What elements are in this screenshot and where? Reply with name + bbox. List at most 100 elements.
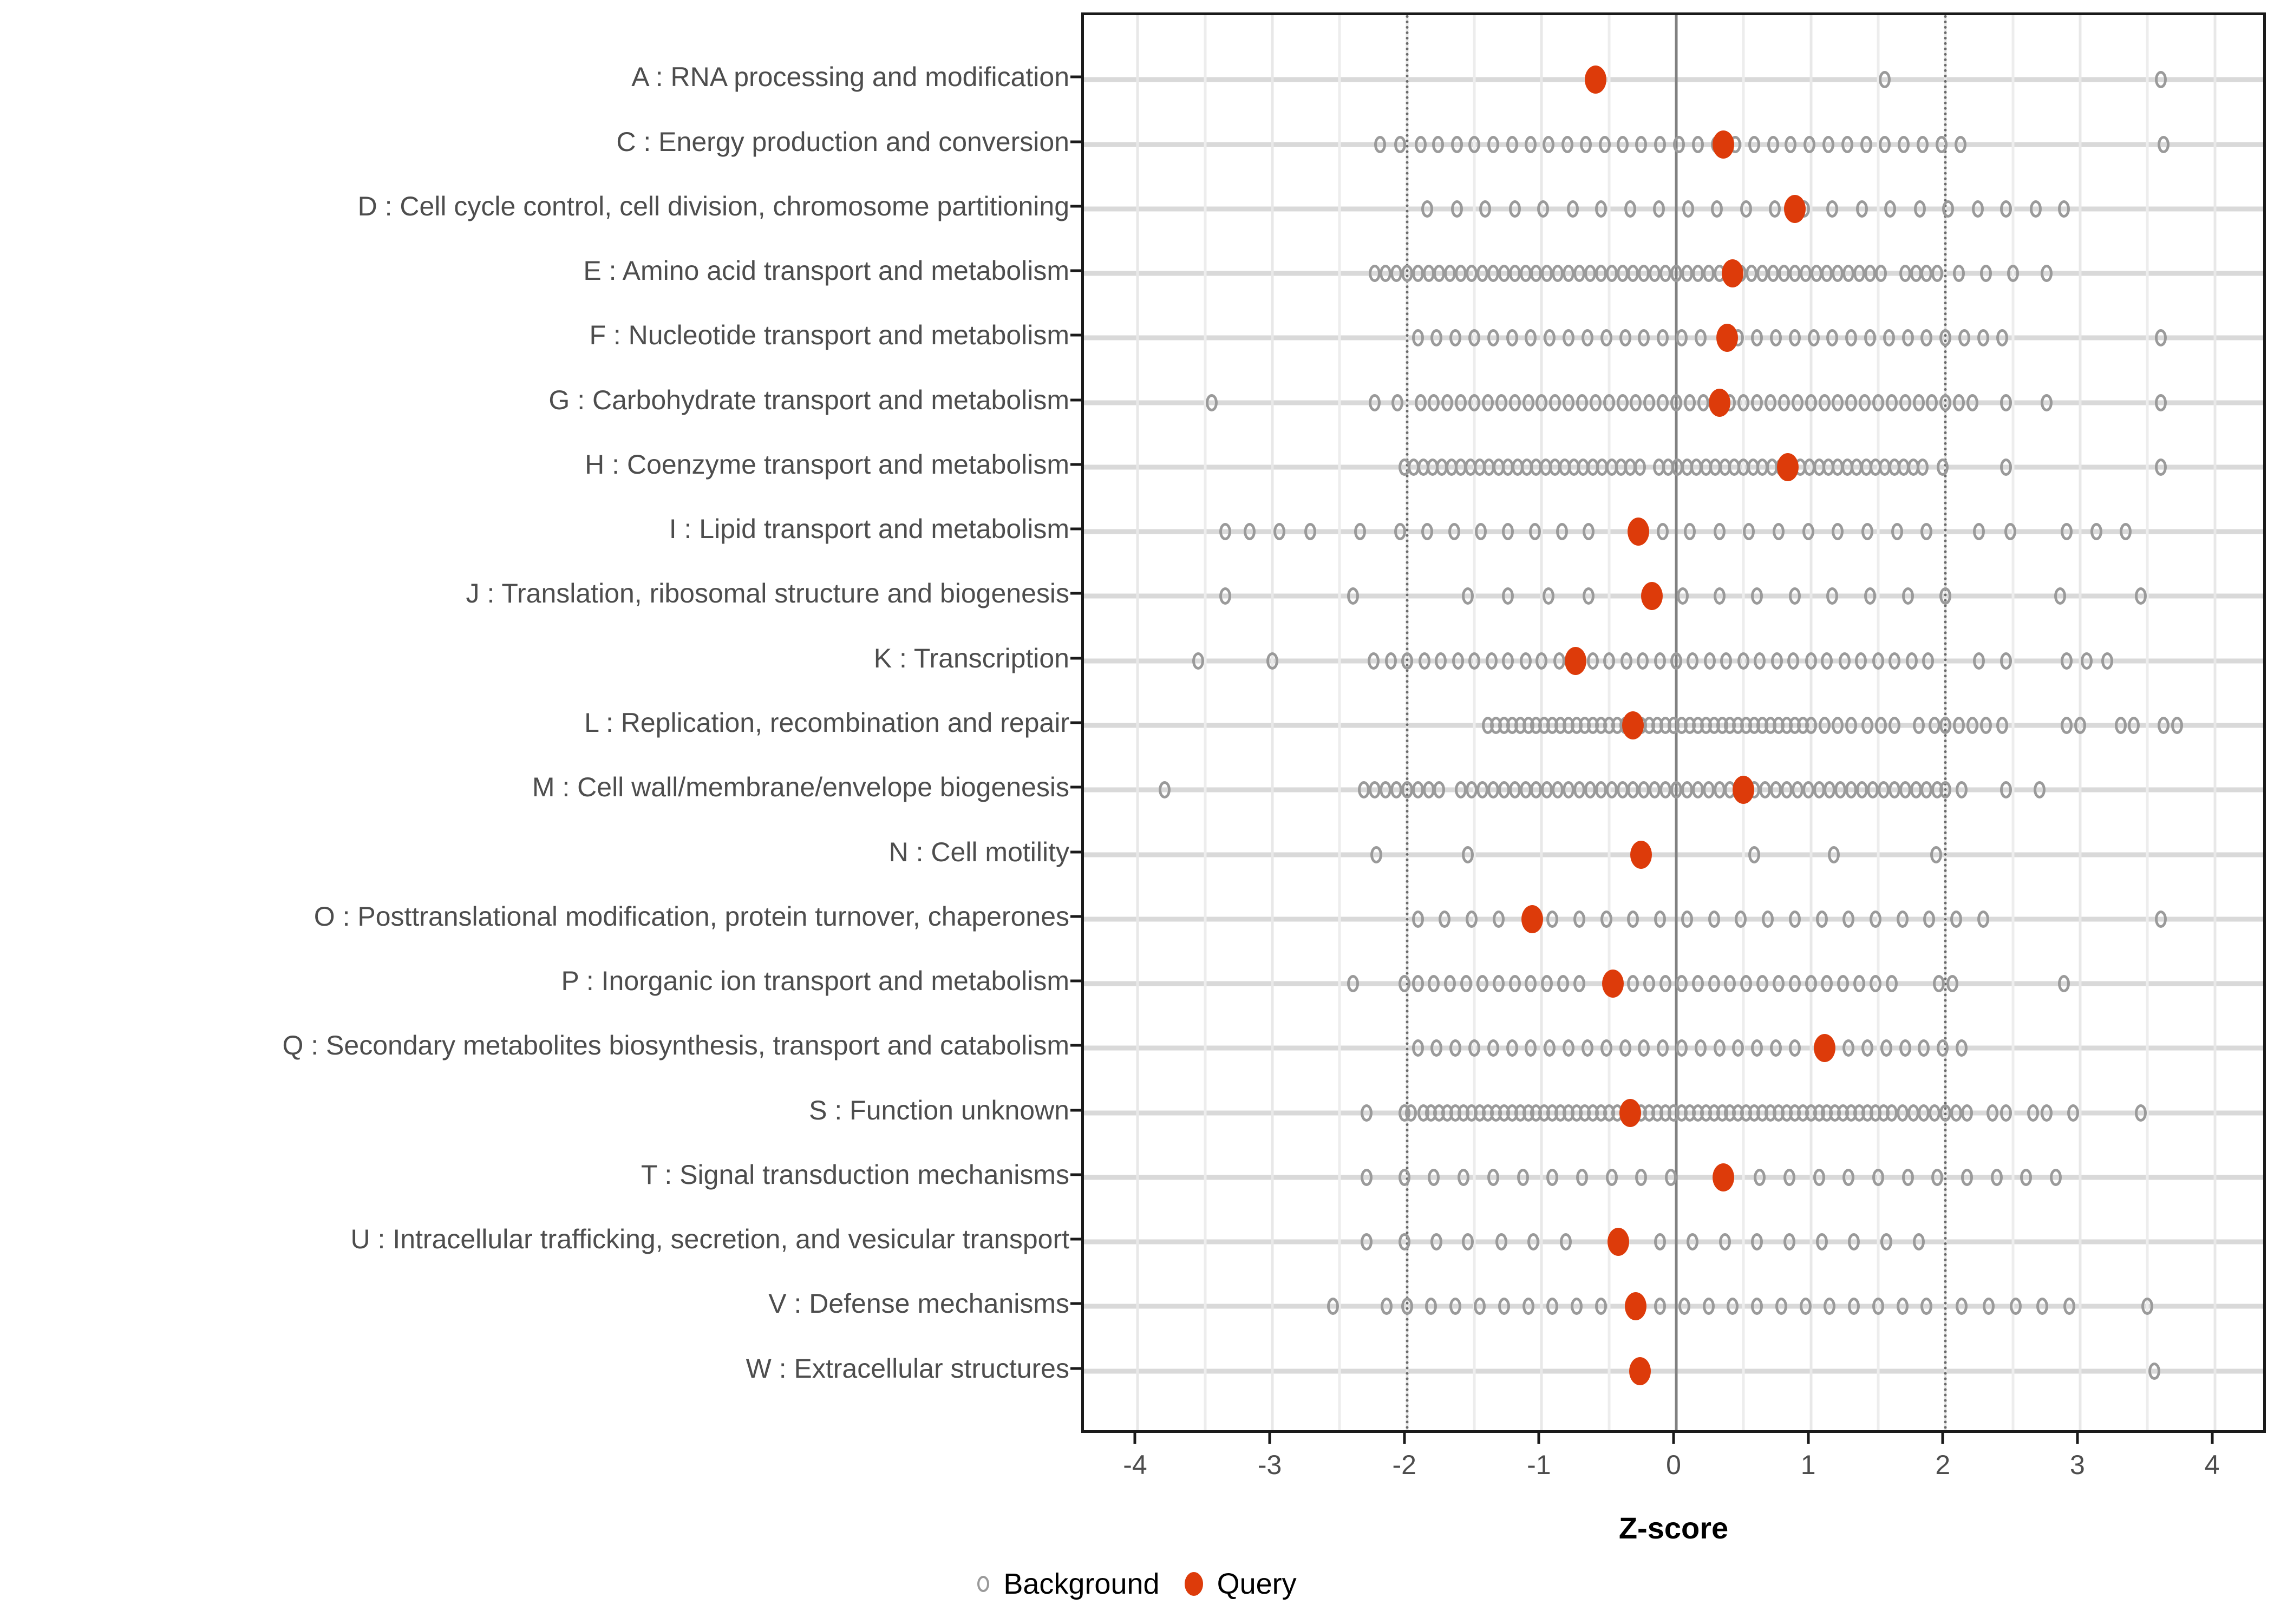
background-point bbox=[2040, 1104, 2053, 1122]
background-point bbox=[1953, 394, 1965, 411]
y-axis-tick bbox=[1070, 333, 1081, 337]
background-point bbox=[1619, 329, 1631, 347]
background-point bbox=[1552, 265, 1564, 283]
background-point bbox=[1616, 265, 1629, 283]
horizontal-gridline bbox=[1084, 981, 2263, 986]
query-point bbox=[1625, 1292, 1647, 1321]
background-point bbox=[1751, 1233, 1763, 1251]
background-point bbox=[1710, 200, 1723, 218]
background-point bbox=[1428, 394, 1440, 411]
background-point bbox=[1627, 265, 1639, 283]
vertical-gridline-minor bbox=[1473, 15, 1476, 1430]
background-point bbox=[1713, 523, 1726, 541]
background-point bbox=[1563, 394, 1575, 411]
background-point bbox=[1657, 394, 1669, 411]
y-axis-label: Q : Secondary metabolites biosynthesis, … bbox=[282, 1030, 1069, 1061]
background-point bbox=[1702, 781, 1715, 799]
background-point bbox=[1433, 265, 1446, 283]
background-point bbox=[1956, 1298, 1968, 1315]
background-point bbox=[1682, 200, 1695, 218]
background-point bbox=[2063, 1298, 2076, 1315]
query-point bbox=[1602, 970, 1624, 998]
horizontal-gridline bbox=[1084, 916, 2263, 922]
background-point bbox=[1421, 200, 1434, 218]
y-axis-label: E : Amino acid transport and metabolism bbox=[583, 256, 1069, 286]
background-point bbox=[1635, 135, 1648, 153]
background-point bbox=[1638, 781, 1650, 799]
background-point bbox=[1901, 1168, 1914, 1186]
background-point bbox=[1506, 135, 1518, 153]
background-point bbox=[2074, 717, 2086, 734]
vertical-gridline bbox=[1271, 15, 1274, 1430]
background-point bbox=[1740, 975, 1753, 993]
background-point bbox=[1813, 1168, 1825, 1186]
background-point bbox=[1864, 587, 1877, 605]
background-point bbox=[1492, 975, 1505, 993]
reference-line--2 bbox=[1406, 15, 1409, 1430]
background-point bbox=[1853, 265, 1866, 283]
background-point bbox=[1619, 1039, 1631, 1057]
background-point bbox=[1885, 975, 1898, 993]
background-point bbox=[1861, 1039, 1874, 1057]
background-point bbox=[1455, 781, 1467, 799]
background-point bbox=[1433, 781, 1446, 799]
background-point bbox=[1691, 975, 1704, 993]
background-point bbox=[1481, 394, 1494, 411]
background-point bbox=[1659, 975, 1672, 993]
background-point bbox=[1414, 394, 1427, 411]
background-point bbox=[1412, 265, 1424, 283]
background-point bbox=[1422, 781, 1435, 799]
background-point bbox=[1394, 135, 1407, 153]
background-point bbox=[1899, 394, 1911, 411]
background-point bbox=[1848, 1298, 1860, 1315]
background-point bbox=[1369, 394, 1381, 411]
background-point bbox=[1528, 523, 1541, 541]
background-point bbox=[1428, 1168, 1440, 1186]
background-point bbox=[1519, 265, 1532, 283]
y-axis-tick bbox=[1070, 1302, 1081, 1305]
background-point bbox=[1412, 910, 1424, 928]
background-point bbox=[1557, 975, 1570, 993]
horizontal-gridline bbox=[1084, 77, 2263, 82]
background-point bbox=[1434, 652, 1447, 670]
legend-item-query[interactable]: Query bbox=[1160, 1567, 1297, 1601]
background-point bbox=[1636, 652, 1649, 670]
background-point bbox=[1573, 781, 1585, 799]
background-point bbox=[1920, 265, 1933, 283]
background-point bbox=[1788, 1039, 1801, 1057]
legend-item-background[interactable]: Background bbox=[977, 1567, 1160, 1601]
background-point bbox=[1476, 975, 1488, 993]
background-point bbox=[1872, 1298, 1884, 1315]
background-point bbox=[1912, 394, 1925, 411]
y-axis-label: K : Transcription bbox=[873, 643, 1069, 673]
background-point bbox=[1595, 265, 1607, 283]
background-point bbox=[1652, 200, 1665, 218]
y-axis-tick bbox=[1070, 1044, 1081, 1047]
background-point bbox=[1583, 587, 1595, 605]
background-point bbox=[1853, 975, 1866, 993]
background-point bbox=[1624, 200, 1637, 218]
background-point bbox=[1713, 1039, 1726, 1057]
background-point bbox=[1834, 781, 1847, 799]
background-point bbox=[1525, 1039, 1537, 1057]
background-point bbox=[1576, 394, 1588, 411]
background-point bbox=[1767, 135, 1780, 153]
y-axis-label: W : Extracellular structures bbox=[746, 1353, 1069, 1384]
background-point bbox=[1675, 1039, 1688, 1057]
background-point bbox=[1439, 910, 1451, 928]
background-point bbox=[1627, 910, 1639, 928]
background-point bbox=[1544, 1039, 1556, 1057]
background-point bbox=[1458, 1168, 1470, 1186]
background-point bbox=[1914, 200, 1926, 218]
background-point bbox=[1444, 975, 1456, 993]
background-point bbox=[1635, 1168, 1648, 1186]
background-point bbox=[1827, 846, 1840, 863]
background-point bbox=[1654, 1233, 1667, 1251]
y-axis-tick bbox=[1070, 1237, 1081, 1241]
background-point bbox=[1785, 135, 1797, 153]
background-point bbox=[1772, 523, 1785, 541]
x-axis-tick-label: -4 bbox=[1123, 1450, 1147, 1480]
background-point bbox=[1842, 1039, 1855, 1057]
background-point bbox=[1732, 1039, 1744, 1057]
background-point bbox=[1361, 1168, 1373, 1186]
